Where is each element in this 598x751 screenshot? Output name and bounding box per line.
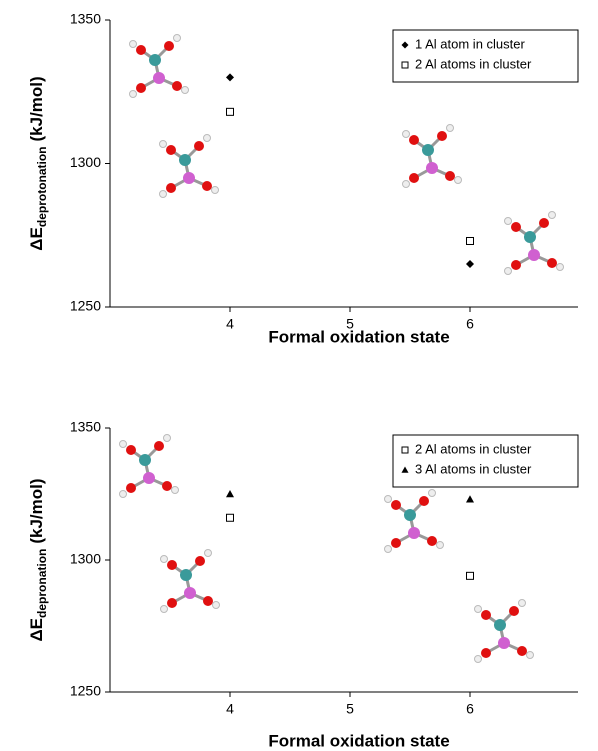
legend-label: 2 Al atoms in cluster	[415, 56, 532, 71]
x-tick-label: 4	[226, 701, 234, 717]
y-label-subscript: deprotonation	[35, 146, 49, 227]
x-tick-label: 4	[226, 316, 234, 332]
y-tick-label: 1350	[70, 11, 101, 27]
point	[226, 107, 234, 116]
y-tick-label: 1300	[70, 551, 101, 567]
y-tick-label: 1250	[70, 298, 101, 314]
y-axis-label: ΔEdepronation (kJ/mol)	[27, 478, 49, 641]
legend-marker	[401, 41, 409, 49]
point	[226, 73, 234, 82]
y-tick-label: 1350	[70, 419, 101, 435]
legend-label: 3 Al atoms in cluster	[415, 461, 532, 476]
y-axis-label: ΔEdeprotonation (kJ/mol)	[27, 76, 49, 250]
y-label-subscript: depronation	[35, 549, 49, 618]
legend-box	[392, 29, 579, 83]
y-label-unit: (kJ/mol)	[27, 478, 46, 543]
legend-box	[392, 434, 579, 488]
point	[466, 571, 474, 580]
x-axis-label: Formal oxidation state	[268, 327, 449, 346]
legend-marker	[401, 466, 409, 473]
legend-label: 2 Al atoms in cluster	[415, 441, 532, 456]
molecule-images	[118, 33, 565, 664]
point	[466, 259, 474, 268]
y-label-unit: (kJ/mol)	[27, 76, 46, 141]
x-tick-label: 5	[346, 701, 354, 717]
x-tick-label: 6	[466, 316, 474, 332]
legend-marker	[401, 446, 409, 454]
y-label-main: ΔE	[27, 618, 46, 642]
legend-marker	[401, 61, 409, 69]
chart: 1250 1300 1350 4 5 6 Formal oxidation state ΔEd…	[27, 11, 579, 346]
point	[466, 495, 474, 503]
x-tick-label: 6	[466, 701, 474, 717]
legend-label: 1 Al atom in cluster	[415, 36, 525, 51]
y-tick-label: 1300	[70, 154, 101, 170]
point	[226, 513, 234, 522]
y-label-main: ΔE	[27, 227, 46, 251]
x-tick-label: 5	[346, 316, 354, 332]
point	[226, 490, 234, 498]
point	[466, 236, 474, 245]
y-tick-label: 1250	[70, 683, 101, 699]
chart: 1250 1300 1350 4 5 6 Formal oxidation state ΔEd…	[27, 419, 579, 750]
x-axis-label: Formal oxidation state	[268, 731, 449, 750]
